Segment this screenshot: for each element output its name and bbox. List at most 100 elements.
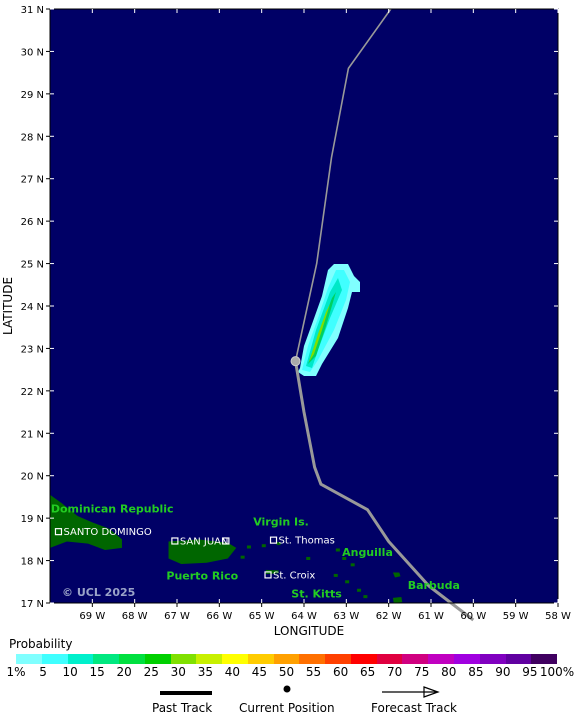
scale-label: 95 bbox=[522, 665, 538, 679]
lat-tick-label: 22 N bbox=[21, 387, 44, 398]
scale-label: 45 bbox=[251, 665, 268, 679]
scale-color-cell bbox=[119, 654, 145, 664]
place-label: St. Thomas bbox=[279, 536, 335, 547]
place-label: St. Croix bbox=[273, 570, 315, 581]
scale-color-cell bbox=[93, 654, 120, 664]
probability-scale-labels: 1% 5 10 15 20 25 30 35 40 45 50 55 60 65 70 75 80 85 90 95 1… bbox=[0, 665, 580, 679]
longitude-axis: 69 W 68 W 67 W 66 W 65 W 64 W 63 W 62 W 61 W 60 W… bbox=[79, 9, 571, 622]
scale-label: 100% bbox=[539, 665, 575, 679]
small-island bbox=[306, 556, 311, 560]
scale-color-cell bbox=[16, 654, 42, 664]
scale-label: 15 bbox=[89, 665, 105, 679]
city-marker-square bbox=[54, 528, 63, 536]
small-island bbox=[350, 563, 355, 567]
past-track-line bbox=[294, 360, 475, 622]
place-labels: Dominican Republic SANTO DOMINGO Virgin Is… bbox=[51, 503, 460, 601]
scale-label: 80 bbox=[441, 665, 457, 679]
scale-color-cell bbox=[376, 654, 403, 664]
scale-label: 65 bbox=[360, 665, 376, 679]
lat-tick-label: 31 N bbox=[21, 5, 44, 16]
scale-color-cell bbox=[196, 654, 223, 664]
scale-label: 30 bbox=[170, 665, 186, 679]
scale-color-cell bbox=[454, 654, 480, 664]
place-label: Anguilla bbox=[342, 546, 393, 559]
lon-tick-label: 68 W bbox=[122, 611, 148, 622]
scale-label: 50 bbox=[278, 665, 295, 679]
past-track-line-icon bbox=[160, 691, 212, 695]
legend-title: Probability bbox=[9, 637, 73, 651]
small-island bbox=[342, 556, 347, 560]
scale-label: 85 bbox=[468, 665, 484, 679]
lat-tick-label: 17 N bbox=[21, 599, 44, 610]
small-island bbox=[345, 580, 350, 584]
city-marker-square bbox=[171, 537, 179, 545]
place-label: Virgin Is. bbox=[253, 515, 309, 528]
scale-color-cell bbox=[350, 654, 377, 664]
scale-label: 60 bbox=[332, 665, 349, 679]
scale-color-cell bbox=[299, 654, 326, 664]
lat-tick-label: 19 N bbox=[21, 514, 44, 525]
place-label: Dominican Republic bbox=[51, 503, 174, 516]
scale-color-cell bbox=[222, 654, 248, 664]
lon-tick-label: 64 W bbox=[291, 611, 317, 622]
st-croix-land bbox=[265, 569, 279, 575]
place-label: SANTO DOMINGO bbox=[63, 527, 151, 538]
small-island bbox=[276, 542, 281, 546]
lat-tick-label: 21 N bbox=[21, 429, 44, 440]
lat-tick-label: 26 N bbox=[21, 217, 44, 228]
lat-tick-label: 29 N bbox=[21, 90, 44, 101]
lon-tick-label: 62 W bbox=[376, 611, 402, 622]
current-position-dot-icon bbox=[283, 685, 291, 693]
scale-color-cell bbox=[428, 654, 455, 664]
lon-tick-label: 61 W bbox=[418, 611, 444, 622]
scale-color-cell bbox=[67, 654, 94, 664]
city-marker-square bbox=[269, 536, 278, 544]
hispaniola-land bbox=[50, 479, 122, 550]
swath-30-percent bbox=[309, 304, 330, 362]
y-axis-title: LATITUDE bbox=[1, 277, 15, 335]
small-island bbox=[261, 544, 266, 548]
lon-tick-label: 58 W bbox=[545, 611, 571, 622]
lat-tick-label: 24 N bbox=[21, 302, 44, 313]
land-masses bbox=[50, 479, 403, 603]
current-position-label: Current Position bbox=[239, 701, 335, 715]
lon-tick-label: 69 W bbox=[79, 611, 105, 622]
scale-color-cell bbox=[144, 654, 171, 664]
lon-tick-label: 59 W bbox=[503, 611, 529, 622]
antigua-land bbox=[392, 597, 403, 603]
scale-color-cell bbox=[402, 654, 429, 664]
forecast-track-key: Forecast Track bbox=[368, 685, 478, 719]
lon-tick-label: 60 W bbox=[460, 611, 486, 622]
scale-label: 70 bbox=[387, 665, 403, 679]
lon-tick-label: 66 W bbox=[206, 611, 232, 622]
small-island bbox=[357, 588, 362, 592]
small-island bbox=[246, 545, 251, 549]
city-marker-square bbox=[222, 537, 230, 545]
storm-tracks bbox=[290, 8, 475, 622]
lat-tick-label: 30 N bbox=[21, 47, 44, 58]
scale-label: 40 bbox=[224, 665, 241, 679]
scale-color-cell bbox=[247, 654, 274, 664]
scale-label: 25 bbox=[143, 665, 159, 679]
barbuda-land bbox=[392, 572, 401, 578]
lon-tick-label: 65 W bbox=[249, 611, 275, 622]
lat-tick-label: 28 N bbox=[21, 132, 44, 143]
past-track-label: Past Track bbox=[152, 701, 213, 715]
puerto-rico-land bbox=[168, 539, 237, 564]
lat-tick-label: 18 N bbox=[21, 557, 44, 568]
scale-color-cell bbox=[479, 654, 506, 664]
scale-label: 20 bbox=[116, 665, 132, 679]
forecast-track-line bbox=[294, 8, 392, 362]
place-label: Puerto Rico bbox=[166, 570, 238, 583]
scale-label: 10 bbox=[62, 665, 78, 679]
ocean-area bbox=[50, 9, 558, 603]
place-label: St. Kitts bbox=[291, 588, 342, 601]
scale-color-cell bbox=[170, 654, 197, 664]
city-marker-square bbox=[264, 571, 272, 579]
lon-tick-label: 63 W bbox=[333, 611, 359, 622]
small-island bbox=[333, 573, 338, 577]
scale-label: 90 bbox=[495, 665, 511, 679]
scale-label: 35 bbox=[197, 665, 213, 679]
past-track-key: Past Track bbox=[150, 685, 230, 719]
small-island bbox=[363, 595, 368, 599]
